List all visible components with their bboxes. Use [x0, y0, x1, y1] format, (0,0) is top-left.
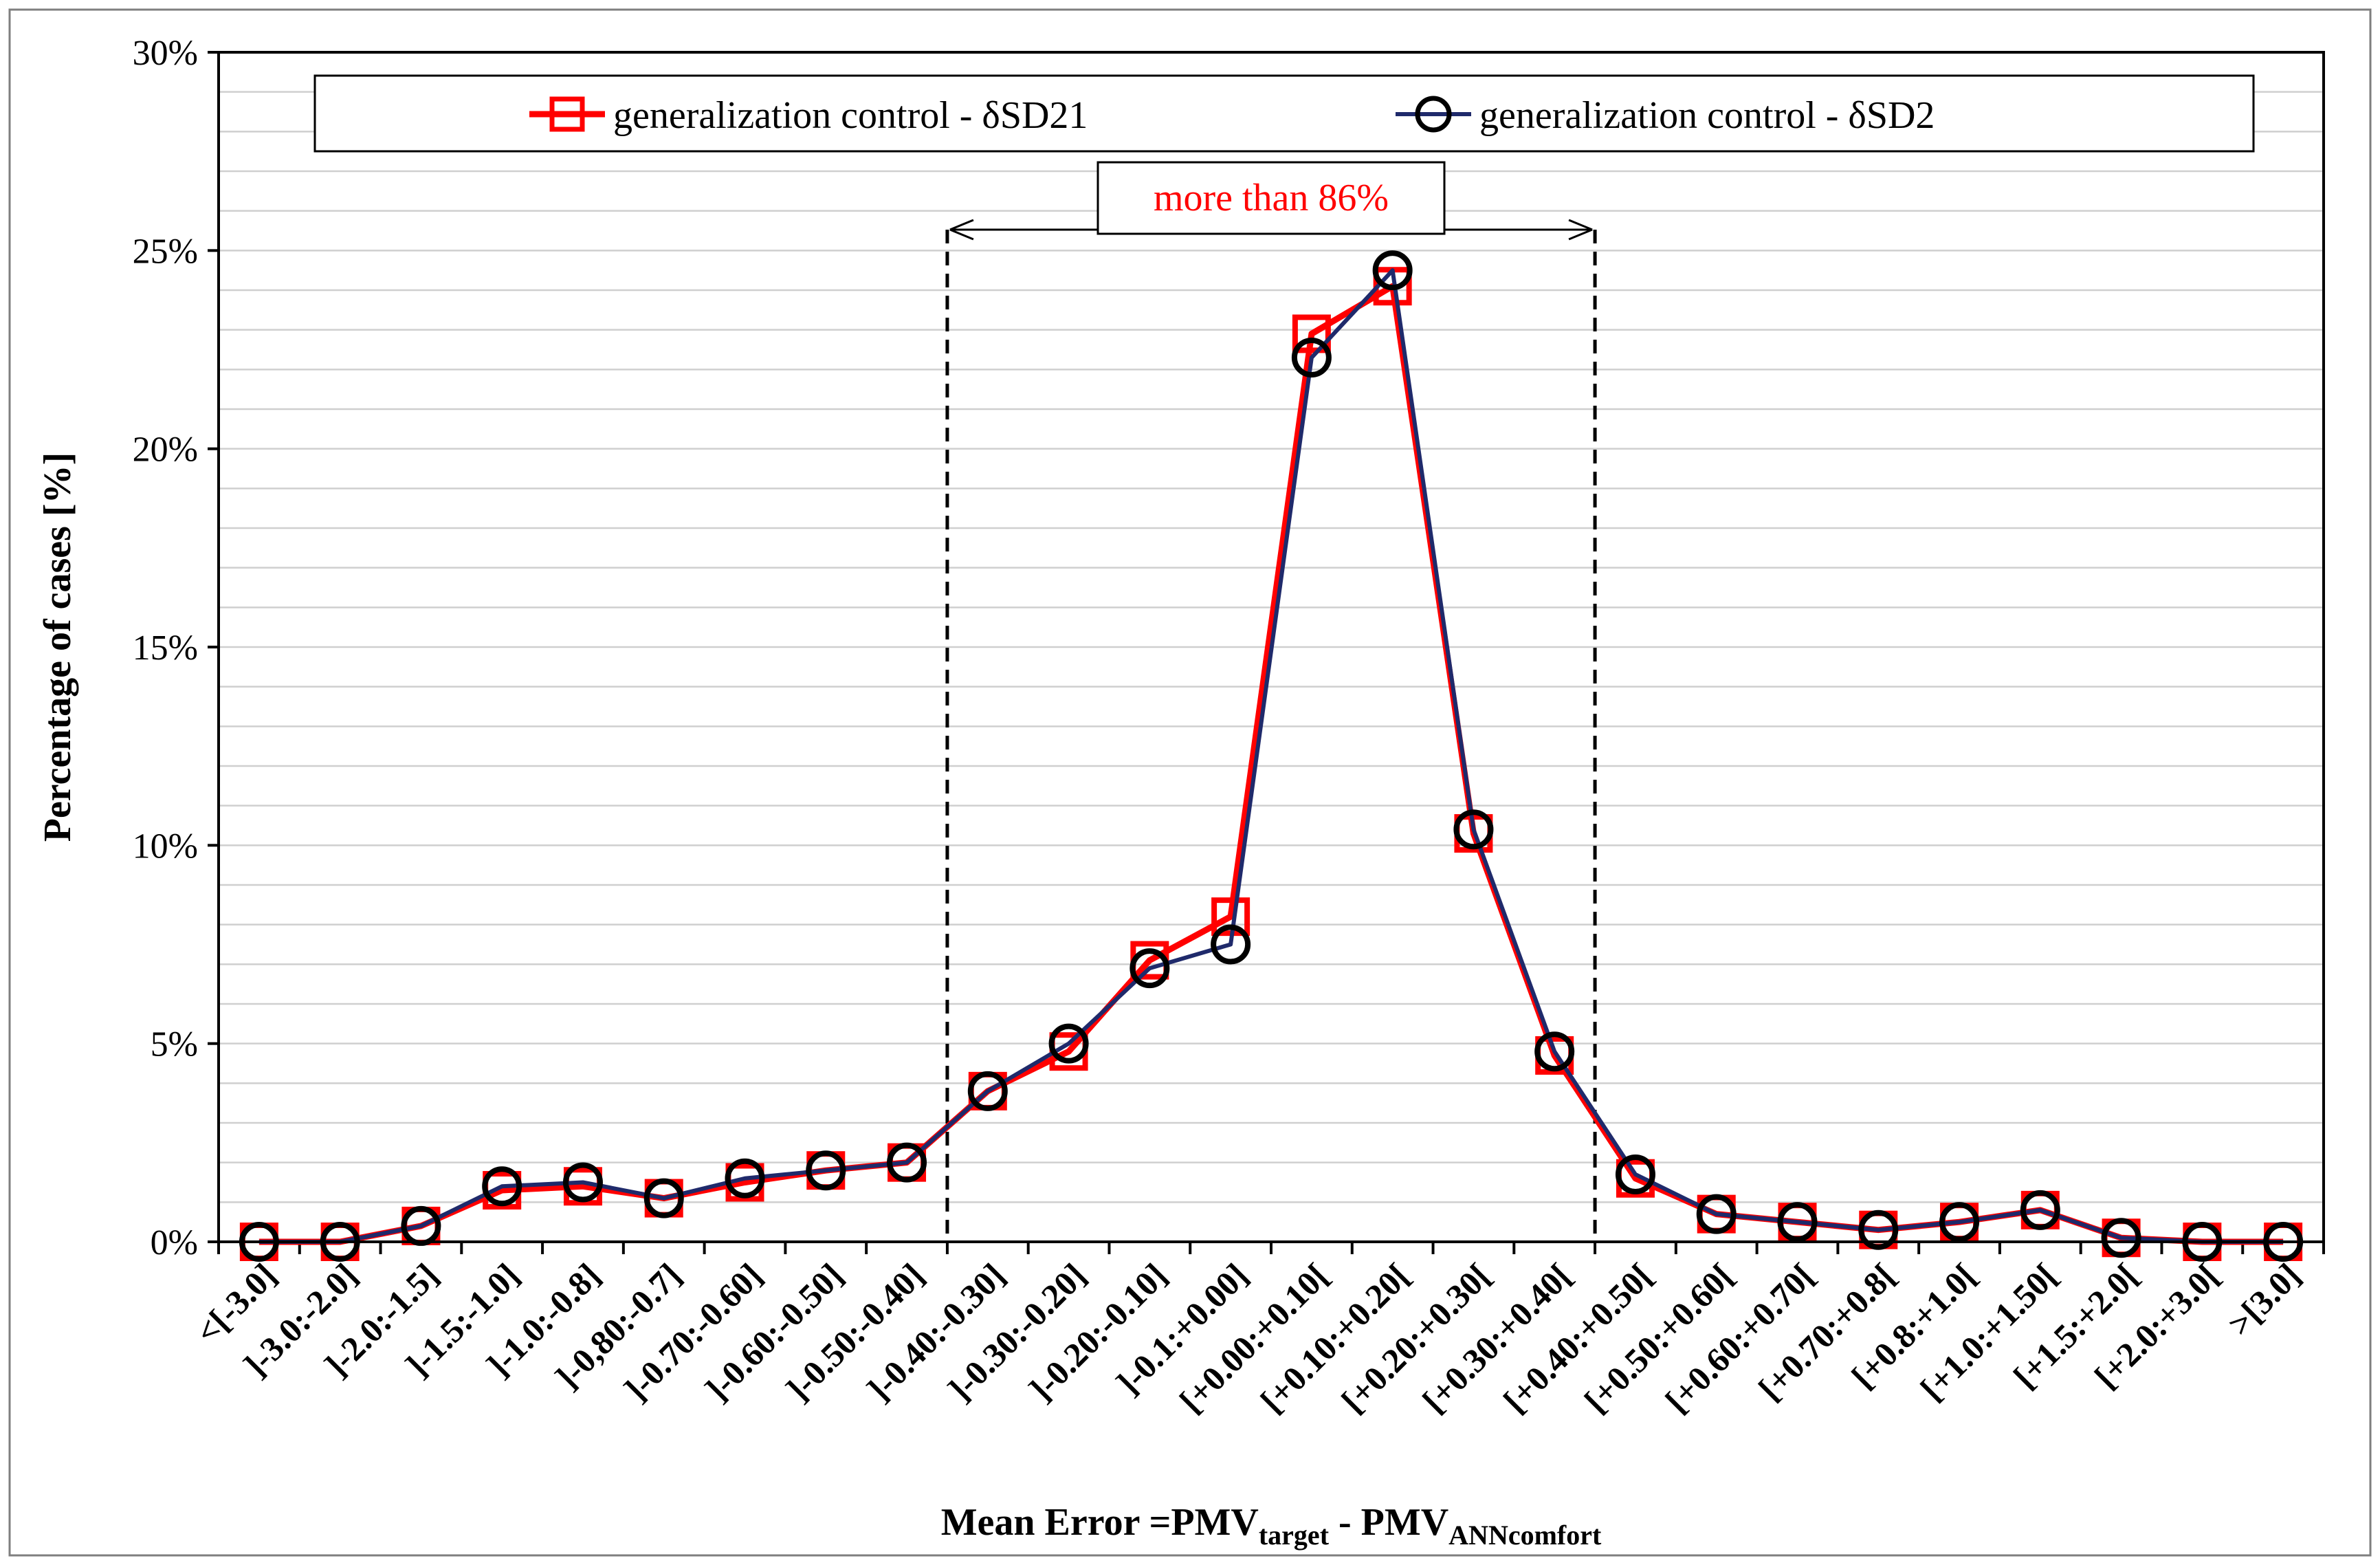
series-1-point-21 [1939, 1202, 1980, 1243]
legend: generalization control - δSD21 generaliza… [313, 74, 2255, 153]
series-1-point-11 [1130, 948, 1170, 989]
annotation-arrow-head-right [1568, 219, 1593, 241]
series-1-point-19 [1777, 1202, 1818, 1243]
legend-swatch-marker-1 [1415, 96, 1452, 133]
gridlines [219, 91, 2324, 1203]
y-axis-title: Percentage of cases [%] [36, 452, 79, 842]
series-1-point-8 [887, 1142, 927, 1183]
x-axis-title-main: Mean Error =PMV [941, 1501, 1259, 1544]
series-1-point-14 [1372, 250, 1413, 291]
legend-label-1: generalization control - δSD2 [1479, 94, 1935, 137]
x-axis-title: Mean Error =PMVtarget - PMVANNcomfort [941, 1501, 1602, 1551]
series-1-point-3 [482, 1166, 522, 1207]
x-axis-title-sub-ann: ANNcomfort [1448, 1520, 1602, 1551]
x-axis-title-mid: - PMV [1329, 1501, 1448, 1544]
series-1-point-22 [2020, 1190, 2060, 1230]
series-1-point-18 [1696, 1194, 1737, 1234]
series-1-point-20 [1858, 1210, 1899, 1250]
y-tick-label-1: 5% [151, 1025, 198, 1064]
series-1-point-4 [562, 1162, 603, 1203]
series-1-point-23 [2101, 1218, 2141, 1258]
series-1-point-7 [806, 1150, 846, 1191]
y-tick-label-0: 0% [151, 1223, 198, 1262]
legend-label-0: generalization control - δSD21 [613, 94, 1088, 137]
series-1-point-9 [967, 1071, 1008, 1111]
series-1-point-13 [1291, 338, 1332, 378]
chart-outer-border [8, 8, 2372, 1557]
annotation-group: more than 86% [945, 161, 1597, 1242]
series-1-point-17 [1615, 1154, 1655, 1194]
series-1-point-6 [725, 1158, 765, 1199]
series-line-1 [258, 268, 2284, 1244]
series-1-point-5 [643, 1178, 684, 1218]
annotation-arrow-head-left [949, 219, 974, 241]
y-tick-label-6: 30% [133, 34, 198, 73]
series-1-point-12 [1211, 924, 1251, 965]
annotation-label: more than 86% [1154, 177, 1389, 219]
axis-titles: Percentage of cases [%] Mean Error =PMVt… [36, 452, 1602, 1551]
legend-swatch-marker-0 [549, 96, 585, 132]
y-tick-label-4: 20% [133, 430, 198, 470]
annotation-box [1097, 161, 1446, 235]
series-1-point-15 [1453, 809, 1494, 850]
legend-box [313, 74, 2255, 153]
y-tick-label-5: 25% [133, 232, 198, 271]
series-0-point-13 [1292, 314, 1331, 353]
y-tick-label-2: 10% [133, 827, 198, 866]
y-axis-ticks: 0% 5% 10% 15% 20% 25% 30% [133, 34, 219, 1262]
plot-area-frame [217, 51, 2325, 1243]
series-1-point-16 [1534, 1031, 1575, 1072]
y-tick-label-3: 15% [133, 628, 198, 668]
x-axis-title-sub-target: target [1259, 1520, 1330, 1551]
series-1-point-10 [1048, 1023, 1089, 1064]
